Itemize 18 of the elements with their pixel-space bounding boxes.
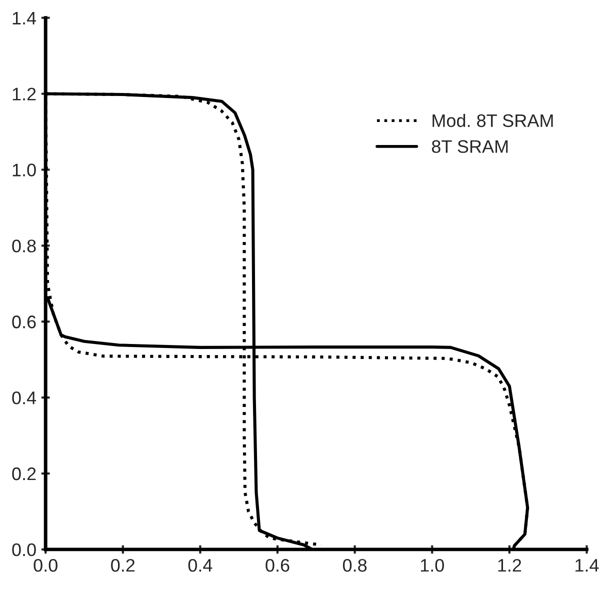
y-tick-label: 0.6	[12, 316, 36, 328]
y-tick-label: 1.2	[12, 88, 36, 100]
y-tick-label: 0.8	[12, 240, 36, 252]
legend-label: 8T SRAM	[432, 140, 508, 153]
y-tick-label: 0.4	[12, 391, 36, 404]
y-tick-label: 1.0	[12, 164, 36, 176]
x-tick-label: 0.2	[111, 558, 135, 572]
y-tick-label: 1.4	[12, 12, 36, 24]
legend-label: Mod. 8T SRAM	[432, 114, 553, 128]
x-tick-label: 1.4	[576, 559, 599, 572]
y-tick-label: 0.0	[12, 543, 36, 556]
x-tick-label: 0.6	[266, 558, 290, 572]
x-tick-label: 1.0	[420, 558, 444, 572]
x-tick-label: 1.2	[498, 558, 522, 572]
x-tick-label: 0.8	[342, 558, 367, 572]
x-tick-label: 0.4	[188, 558, 212, 572]
y-tick-label: 0.2	[12, 467, 36, 480]
x-tick-label: 0.0	[34, 558, 58, 572]
